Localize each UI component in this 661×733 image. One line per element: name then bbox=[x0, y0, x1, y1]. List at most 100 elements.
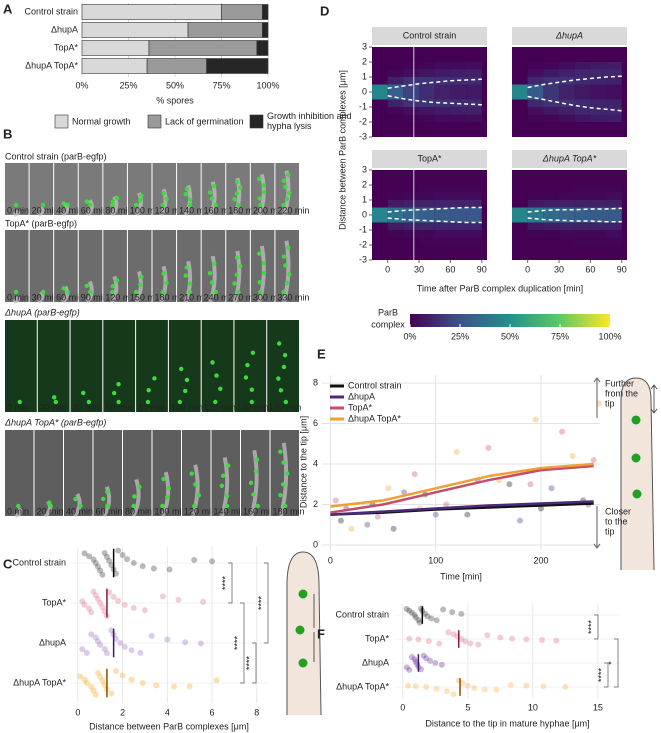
fluorescent-spot bbox=[253, 469, 259, 474]
x-tick-label: 0 bbox=[525, 264, 530, 274]
heatmap-cell bbox=[512, 192, 528, 200]
heatmap-cell bbox=[466, 230, 482, 238]
point bbox=[77, 673, 84, 680]
x-tick-label: 30 bbox=[414, 264, 424, 274]
heatmap-cell bbox=[574, 185, 591, 193]
fluorescent-spot bbox=[47, 500, 52, 505]
fluorescent-spot bbox=[234, 272, 240, 277]
point bbox=[92, 691, 99, 698]
fluorescent-spot bbox=[236, 202, 241, 208]
fluorescent-spot bbox=[132, 494, 137, 499]
fluorescent-spot bbox=[111, 390, 117, 396]
fluorescent-spot bbox=[165, 494, 170, 500]
fluorescent-spot bbox=[114, 278, 120, 283]
fluorescent-spot bbox=[214, 373, 219, 378]
point bbox=[450, 631, 457, 638]
annotation-arrow bbox=[593, 377, 601, 418]
heatmap-cell bbox=[372, 207, 388, 215]
category-label: TopA* bbox=[54, 42, 79, 52]
hypha bbox=[257, 174, 266, 216]
frame-time: 240 min bbox=[204, 292, 236, 302]
y-tick-label: 2 bbox=[362, 56, 367, 66]
fluorescent-spot bbox=[218, 386, 223, 391]
heatmap-cell bbox=[512, 62, 528, 70]
heatmap-cell bbox=[543, 92, 560, 100]
frame-time: 220 min bbox=[277, 205, 309, 215]
frame-time: 300 min bbox=[253, 292, 285, 302]
significance-label: **** bbox=[232, 636, 242, 651]
x-axis-label: Time [min] bbox=[440, 571, 482, 581]
point bbox=[523, 636, 530, 643]
point bbox=[405, 682, 412, 689]
point bbox=[119, 552, 126, 559]
frame-image bbox=[152, 230, 177, 302]
fluorescent-spot bbox=[17, 399, 22, 405]
heatmap-cell bbox=[590, 207, 607, 215]
fluorescent-spot bbox=[212, 261, 217, 266]
heatmap-cell bbox=[543, 62, 560, 70]
strip-title: Control strain (parB-egfp) bbox=[5, 151, 107, 161]
frame-time: 120 min bbox=[105, 292, 137, 302]
point bbox=[425, 638, 432, 645]
y-tick-label: 2 bbox=[313, 499, 318, 509]
fluorescent-spot bbox=[184, 265, 190, 270]
category-label: TopA* bbox=[365, 633, 390, 643]
point bbox=[115, 547, 122, 554]
fluorescent-spot bbox=[187, 289, 193, 295]
point bbox=[153, 682, 160, 689]
heatmap-cell bbox=[419, 200, 435, 208]
fluorescent-spot bbox=[61, 286, 66, 291]
y-tick-label: -2 bbox=[359, 239, 367, 249]
frame: 20 min bbox=[37, 320, 70, 412]
frame: 0 min bbox=[5, 163, 29, 217]
trend-line bbox=[330, 500, 594, 516]
frame: 20 min bbox=[29, 163, 59, 217]
fluorescent-spot bbox=[225, 463, 231, 468]
point bbox=[458, 636, 465, 642]
point bbox=[150, 565, 157, 572]
x-tick-label: 6 bbox=[210, 707, 215, 717]
facet-title: Control strain bbox=[403, 30, 457, 40]
x-tick-label: 100% bbox=[256, 80, 279, 90]
frame-time: 40 min bbox=[73, 402, 100, 412]
colorbar-tick-label: 75% bbox=[551, 331, 569, 341]
heatmap-cell bbox=[419, 207, 435, 215]
fluorescent-spot bbox=[255, 503, 260, 509]
legend-swatch bbox=[54, 114, 69, 129]
heatmap-cell bbox=[466, 62, 482, 70]
heatmap-cell bbox=[450, 185, 467, 193]
colorbar-tick-label: 25% bbox=[451, 331, 469, 341]
fluorescent-spot bbox=[234, 179, 240, 185]
fluorescent-spot bbox=[53, 399, 59, 405]
point bbox=[374, 513, 381, 520]
heatmap-cell bbox=[372, 77, 388, 85]
point bbox=[432, 511, 439, 518]
heatmap-cell bbox=[372, 200, 388, 208]
heatmap-cell bbox=[403, 84, 420, 92]
panel-label: C bbox=[3, 556, 13, 571]
panel-label: D bbox=[320, 3, 329, 18]
bar-segment bbox=[81, 22, 189, 38]
heatmap-cell bbox=[527, 107, 544, 115]
significance-bracket bbox=[240, 602, 245, 684]
heatmap-cell bbox=[527, 222, 544, 230]
fluorescent-spot bbox=[281, 202, 286, 208]
frame-time: 0 min bbox=[7, 402, 29, 412]
point bbox=[532, 416, 539, 423]
x-tick-label: 90 bbox=[617, 264, 627, 274]
point bbox=[509, 635, 516, 642]
frame: 40 min bbox=[54, 163, 83, 217]
heatmap-cell bbox=[387, 62, 404, 70]
fluorescent-spot bbox=[281, 254, 287, 259]
point bbox=[92, 634, 99, 641]
heatmap-cell bbox=[372, 185, 388, 193]
fluorescent-spot bbox=[238, 264, 243, 269]
heatmap-cell bbox=[606, 69, 622, 77]
frame: 60 min bbox=[93, 430, 123, 518]
significance-bracket bbox=[594, 614, 599, 640]
fluorescent-spot bbox=[187, 281, 193, 286]
mean-line bbox=[387, 95, 482, 106]
fluorescent-spot bbox=[281, 289, 286, 295]
heatmap-cell bbox=[590, 185, 607, 193]
point bbox=[433, 617, 440, 624]
